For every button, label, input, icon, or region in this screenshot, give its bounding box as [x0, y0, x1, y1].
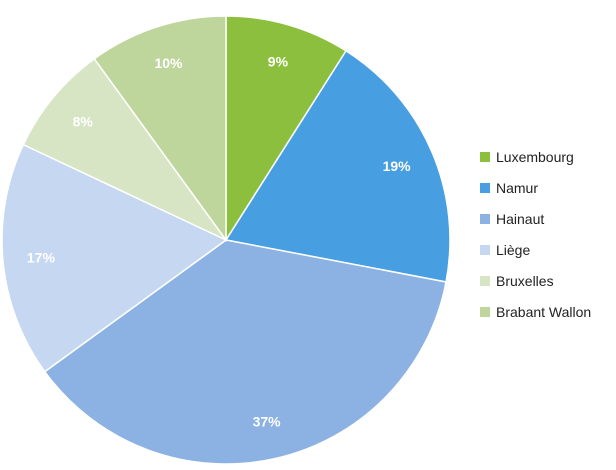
pie-slice-namur [224, 49, 451, 283]
legend-swatch [480, 276, 490, 286]
legend-label: Liège [496, 242, 530, 258]
slice-label-bruxelles: 8% [73, 114, 94, 130]
legend-swatch [480, 152, 490, 162]
legend-label: Bruxelles [496, 273, 554, 289]
slice-label-luxembourg: 9% [268, 54, 289, 70]
legend-item-liege: Liège [480, 242, 530, 258]
legend-label: Hainaut [496, 211, 544, 227]
pie-slice-hainaut [43, 239, 447, 465]
slice-label-liege: 17% [27, 250, 56, 266]
legend-item-namur: Namur [480, 180, 538, 196]
legend-swatch [480, 214, 490, 224]
legend-label: Brabant Wallon [496, 304, 591, 320]
pie-slice-brabant-wallon [93, 15, 227, 243]
legend-label: Luxembourg [496, 149, 574, 165]
slice-label-namur: 19% [383, 158, 412, 174]
pie-slice-bruxelles [22, 57, 227, 241]
legend-item-brabant-wallon: Brabant Wallon [480, 304, 591, 320]
legend-swatch [480, 183, 490, 193]
legend-label: Namur [496, 180, 538, 196]
legend-item-hainaut: Hainaut [480, 211, 544, 227]
legend-item-bruxelles: Bruxelles [480, 273, 554, 289]
slice-label-brabant-wallon: 10% [154, 55, 183, 71]
slice-labels: 9% 19% 37% 17% 8% 10% [27, 54, 411, 430]
pie-slice-luxembourg [225, 15, 348, 243]
pie-slices [1, 15, 451, 465]
pie-slice-liege [1, 143, 228, 373]
legend-item-luxembourg: Luxembourg [480, 149, 574, 165]
legend-swatch [480, 245, 490, 255]
legend-swatch [480, 307, 490, 317]
legend: Luxembourg Namur Hainaut Liège Bruxelles Brab… [480, 149, 591, 320]
slice-label-hainaut: 37% [253, 413, 282, 429]
